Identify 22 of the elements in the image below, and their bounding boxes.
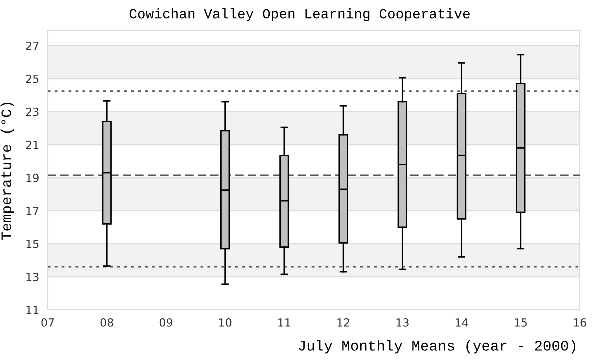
y-axis-title: Temperature (°C) [0,102,14,240]
y-tick-label: 15 [26,240,39,248]
chart-title: Cowichan Valley Open Learning Cooperative [130,8,470,22]
x-tick-label: 10 [219,318,232,327]
x-tick-label: 07 [42,318,54,327]
y-tick-label: 19 [26,174,39,182]
x-axis-title: July Monthly Means (year - 2000) [299,340,576,354]
x-tick-label: 08 [100,318,114,327]
x-tick-label: 12 [338,318,350,327]
x-tick-label: 09 [160,318,173,327]
y-tick-label: 25 [26,74,39,84]
y-tick-label: 13 [26,272,39,282]
y-tick-label: 21 [26,140,39,150]
y-tick-label: 17 [26,207,39,216]
y-tick-label: 27 [26,42,39,50]
y-tick-label: 23 [26,108,39,116]
x-tick-label: 16 [574,318,586,327]
x-tick-label: 15 [515,318,527,327]
x-tick-label: 14 [456,318,468,327]
x-tick-label: 13 [396,318,409,327]
x-tick-label: 11 [278,318,290,327]
y-tick-label: 11 [26,306,39,314]
